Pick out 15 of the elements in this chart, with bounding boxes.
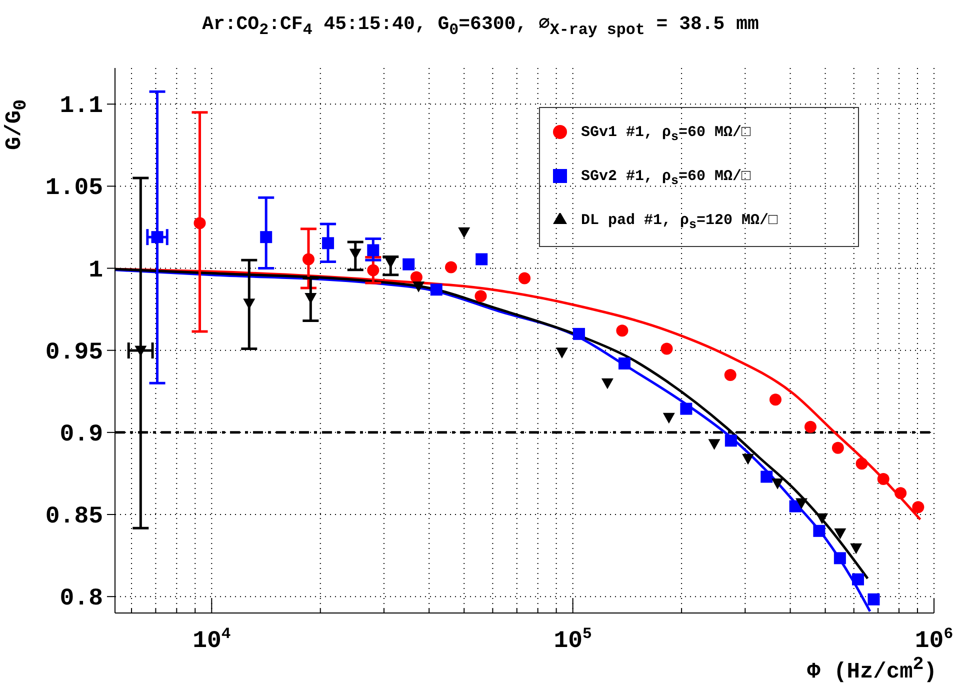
y-tick-label: 0.9 (60, 421, 103, 448)
y-tick-label: 1.05 (45, 175, 103, 202)
y-tick-label: 0.8 (60, 586, 103, 613)
x-axis-title: Φ (Hz/cm$^{2}$) (807, 654, 937, 684)
y-tick-label: 0.85 (45, 504, 103, 531)
y-tick-label: 1.1 (60, 93, 103, 120)
x-tick-label: 10$^{5}$ (554, 625, 592, 655)
chart-title: Ar:CO$_{2}$:CF$_{4}$ 45:15:40, G$_{0}$=6300, ∅$_{X-ray spot}$ = 38.5 mm (202, 13, 759, 39)
legend-label: DL pad #1, ρ$_{s}$=120 MΩ/□ (581, 212, 778, 232)
x-tick-label: 10$^{6}$ (914, 625, 954, 655)
legend-label: SGv1 #1, ρ$_{s}$=60 MΩ/□ (581, 124, 751, 144)
y-tick-label: 1 (88, 257, 103, 284)
x-tick-label: 10$^{4}$ (192, 625, 231, 655)
legend-label: SGv2 #1, ρ$_{s}$=60 MΩ/□ (581, 168, 751, 188)
y-tick-label: 0.95 (45, 339, 103, 366)
